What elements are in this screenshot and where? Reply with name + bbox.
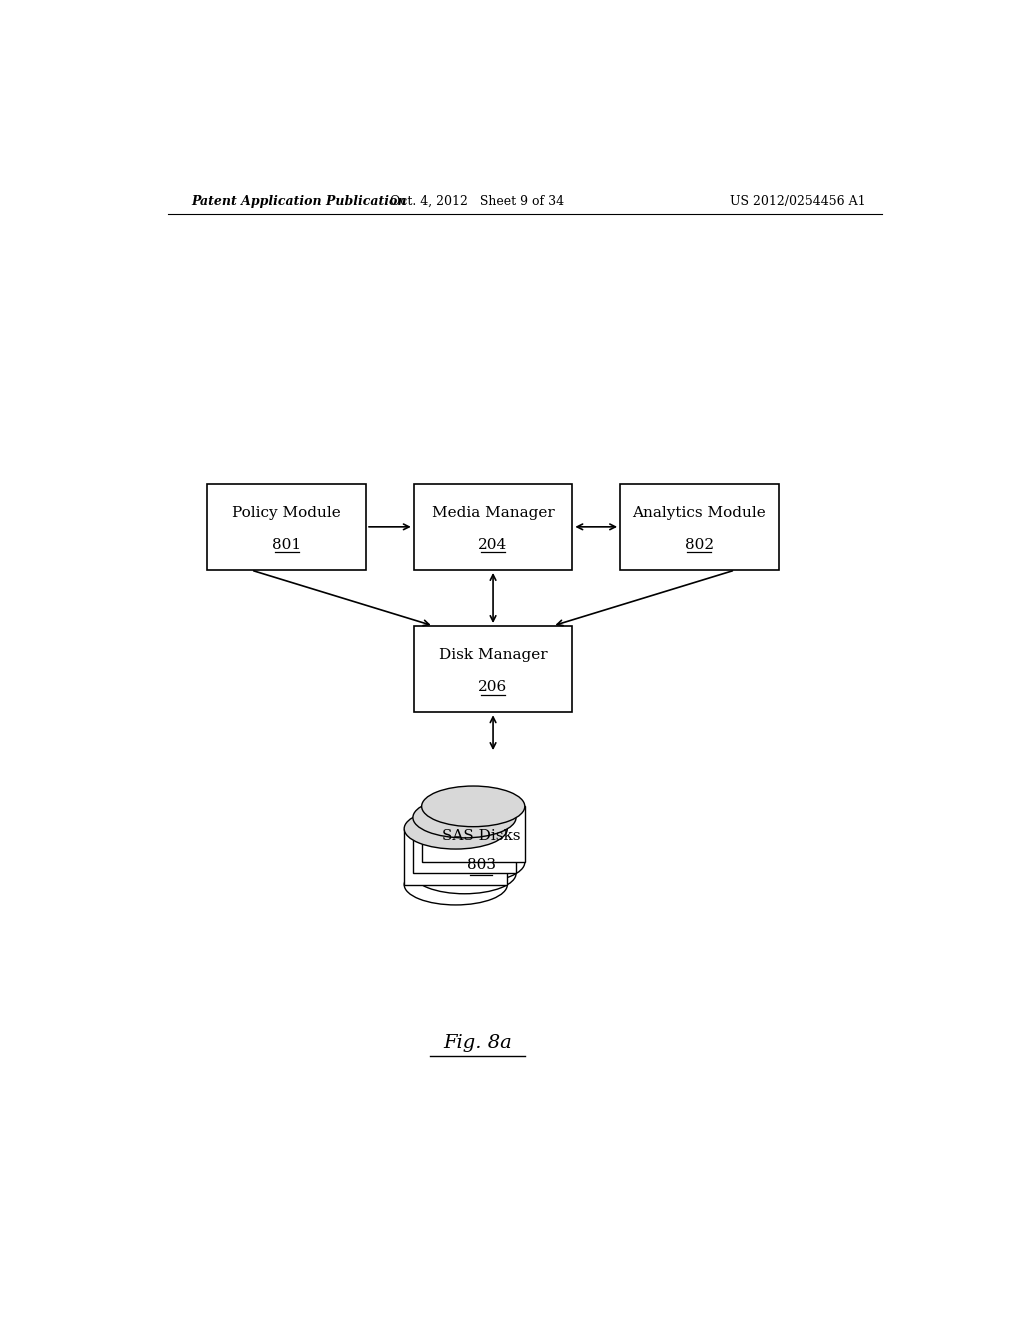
- Ellipse shape: [422, 842, 524, 883]
- Text: Media Manager: Media Manager: [432, 506, 554, 520]
- Ellipse shape: [404, 808, 507, 849]
- FancyBboxPatch shape: [620, 483, 779, 570]
- Text: Analytics Module: Analytics Module: [633, 506, 766, 520]
- Ellipse shape: [413, 853, 516, 894]
- Text: 204: 204: [478, 539, 508, 552]
- Text: 802: 802: [685, 539, 714, 552]
- Bar: [413, 817, 516, 874]
- Text: Fig. 8a: Fig. 8a: [442, 1034, 512, 1052]
- Text: 206: 206: [478, 680, 508, 694]
- Text: 801: 801: [272, 539, 301, 552]
- Bar: [404, 829, 507, 884]
- Ellipse shape: [422, 785, 524, 826]
- FancyBboxPatch shape: [414, 483, 572, 570]
- Text: SAS Disks: SAS Disks: [442, 829, 520, 843]
- Text: 803: 803: [467, 858, 496, 871]
- Text: US 2012/0254456 A1: US 2012/0254456 A1: [730, 194, 866, 207]
- Ellipse shape: [404, 865, 507, 906]
- Text: Oct. 4, 2012   Sheet 9 of 34: Oct. 4, 2012 Sheet 9 of 34: [390, 194, 564, 207]
- FancyBboxPatch shape: [414, 626, 572, 713]
- Text: Policy Module: Policy Module: [232, 506, 341, 520]
- Bar: [422, 807, 524, 862]
- FancyBboxPatch shape: [207, 483, 367, 570]
- Ellipse shape: [413, 797, 516, 838]
- Text: Patent Application Publication: Patent Application Publication: [191, 194, 407, 207]
- Text: Disk Manager: Disk Manager: [438, 648, 548, 661]
